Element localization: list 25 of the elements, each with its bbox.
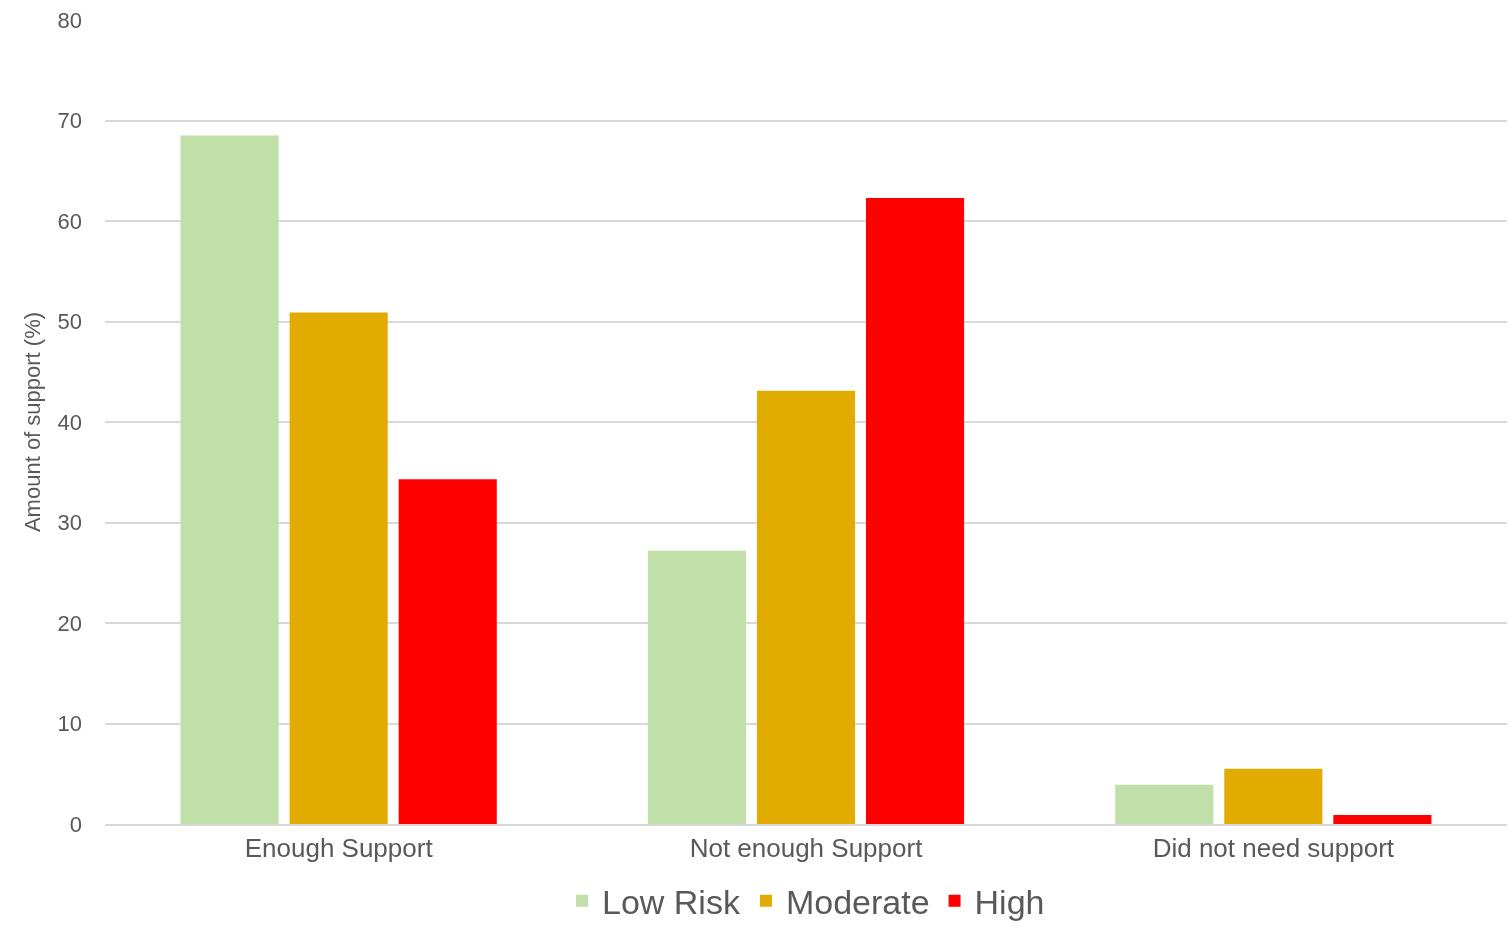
bar <box>289 312 388 824</box>
bar <box>1115 784 1214 824</box>
y-tick-label: 20 <box>57 610 82 636</box>
y-tick-label: 40 <box>57 409 82 435</box>
bar <box>398 479 497 824</box>
x-tick-label: Enough Support <box>244 833 434 864</box>
legend-label: Low Risk <box>602 883 741 922</box>
bar <box>865 197 965 824</box>
bar <box>647 550 747 824</box>
x-tick-label: Not enough Support <box>689 833 924 864</box>
y-tick-label: 50 <box>57 309 82 335</box>
bar <box>1224 768 1323 824</box>
y-tick-label: 30 <box>57 510 82 536</box>
legend-label: High <box>974 883 1045 922</box>
y-tick-label: 10 <box>57 711 82 737</box>
y-tick-label: 80 <box>57 7 82 33</box>
y-tick-label: 70 <box>57 108 82 134</box>
bar <box>1333 814 1432 824</box>
y-axis-title: Amount of support (%) <box>20 311 46 533</box>
bar <box>180 135 279 824</box>
bar <box>756 390 856 824</box>
y-tick-label: 0 <box>69 811 82 837</box>
x-tick-label: Did not need support <box>1152 833 1395 864</box>
y-tick-label: 60 <box>57 208 82 234</box>
legend-label: Moderate <box>785 883 930 922</box>
